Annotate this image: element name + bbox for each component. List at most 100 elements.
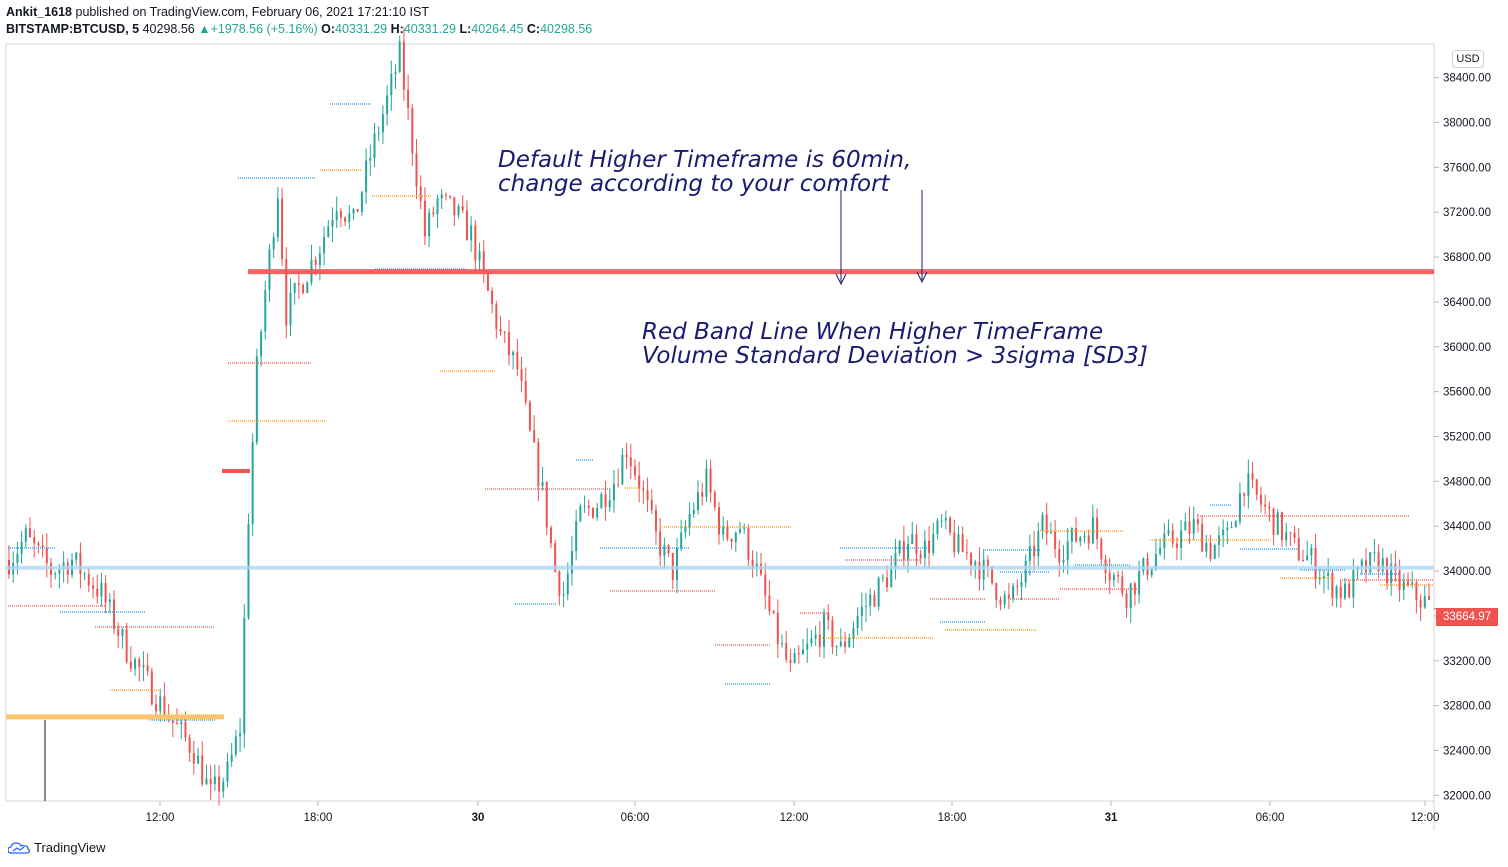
candle-body xyxy=(1167,530,1170,534)
candle-body xyxy=(633,466,636,476)
candle-body xyxy=(1041,514,1044,532)
candle-body xyxy=(449,195,452,198)
candle-body xyxy=(1028,546,1031,561)
candle-body xyxy=(155,704,158,712)
candle-body xyxy=(688,513,691,528)
candle-body xyxy=(1049,531,1052,534)
candle-body xyxy=(1125,593,1128,608)
candle-body xyxy=(184,722,187,738)
candle-body xyxy=(923,540,926,558)
candle-body xyxy=(1150,568,1153,576)
candle-body xyxy=(1138,571,1141,595)
candle-body xyxy=(734,532,737,542)
candle-body xyxy=(29,528,32,537)
candle-body xyxy=(1289,532,1292,534)
candle-body xyxy=(16,553,19,563)
candle-body xyxy=(37,543,40,546)
candle-body xyxy=(1251,473,1254,480)
candle-body xyxy=(159,696,162,712)
candle-body xyxy=(949,517,952,533)
candle-body xyxy=(860,606,863,616)
currency-button[interactable]: USD xyxy=(1452,50,1484,68)
candle-body xyxy=(348,213,351,222)
candle-body xyxy=(41,545,44,548)
candle-body xyxy=(507,332,510,356)
candle-body xyxy=(302,284,305,294)
price-tick-label: 36800.00 xyxy=(1443,252,1491,264)
candle-body xyxy=(20,541,23,554)
candle-body xyxy=(974,561,977,566)
symbol-label[interactable]: BITSTAMP:BTCUSD, 5 xyxy=(6,22,140,36)
candle-body xyxy=(953,532,956,553)
up-triangle-icon: ▲ xyxy=(198,22,211,36)
candle-body xyxy=(785,643,788,660)
candle-body xyxy=(142,665,145,668)
candle-body xyxy=(1108,573,1111,581)
candle-body xyxy=(667,545,670,554)
price-change: +1978.56 (+5.16%) xyxy=(210,22,318,36)
candle-body xyxy=(281,198,284,260)
candle-body xyxy=(1054,531,1057,549)
candle-body xyxy=(789,659,792,663)
candle-body xyxy=(638,475,641,489)
candle-body xyxy=(369,157,372,161)
time-tick-label: 06:00 xyxy=(621,812,650,824)
high-value: 40331.29 xyxy=(403,22,456,36)
candle-body xyxy=(1255,479,1258,495)
price-tick-label: 34400.00 xyxy=(1443,521,1491,533)
candle-body xyxy=(1381,558,1384,572)
candle-body xyxy=(566,573,569,595)
candle-body xyxy=(802,649,805,654)
candle-body xyxy=(604,494,607,508)
candle-body xyxy=(365,160,368,193)
candle-body xyxy=(596,508,599,518)
candle-body xyxy=(701,492,704,497)
candle-body xyxy=(654,509,657,532)
candle-body xyxy=(940,520,943,522)
candle-body xyxy=(772,610,775,613)
candle-body xyxy=(747,527,750,560)
time-tick-label: 18:00 xyxy=(304,812,333,824)
candle-body xyxy=(1398,570,1401,591)
author-name[interactable]: Ankit_1618 xyxy=(6,5,73,19)
candle-body xyxy=(1201,524,1204,552)
price-tick-label: 37200.00 xyxy=(1443,207,1491,219)
candle-body xyxy=(1192,519,1195,534)
candle-body xyxy=(629,457,632,467)
candle-body xyxy=(1205,542,1208,552)
candle-body xyxy=(814,634,817,639)
candle-body xyxy=(1079,537,1082,542)
red-band-segment xyxy=(222,469,250,473)
candle-body xyxy=(318,253,321,265)
orange-band xyxy=(6,714,224,720)
candle-body xyxy=(587,505,590,509)
candle-body xyxy=(352,209,355,214)
time-axis[interactable]: 12:00 18:00 30 06:00 12:00 18:00 31 06:00 12:00 xyxy=(146,801,1440,824)
candle-body xyxy=(134,659,137,669)
candle-body xyxy=(297,282,300,285)
candle-body xyxy=(306,282,309,294)
candle-body xyxy=(251,442,254,524)
candle-body xyxy=(289,292,292,326)
candle-body xyxy=(911,534,914,544)
candle-body xyxy=(844,641,847,647)
candle-body xyxy=(726,526,729,540)
candle-body xyxy=(234,736,237,755)
candle-body xyxy=(835,645,838,648)
candle-body xyxy=(1390,563,1393,584)
candle-body xyxy=(1096,517,1099,540)
candle-body xyxy=(1007,594,1010,599)
tradingview-logo[interactable]: TradingView xyxy=(8,840,106,855)
annotation-higher-timeframe: Default Higher Timeframe is 60min, chang… xyxy=(498,148,911,196)
candle-body xyxy=(852,628,855,639)
price-axis[interactable]: 32000.0032400.0032800.0033200.0033600.00… xyxy=(1434,73,1491,803)
candle-body xyxy=(936,520,939,535)
candle-body xyxy=(1327,572,1330,577)
open-label: O: xyxy=(321,22,335,36)
candle-body xyxy=(344,217,347,222)
candle-body xyxy=(62,562,65,569)
candle-body xyxy=(171,720,174,723)
candle-body xyxy=(482,251,485,272)
candle-body xyxy=(764,574,767,596)
